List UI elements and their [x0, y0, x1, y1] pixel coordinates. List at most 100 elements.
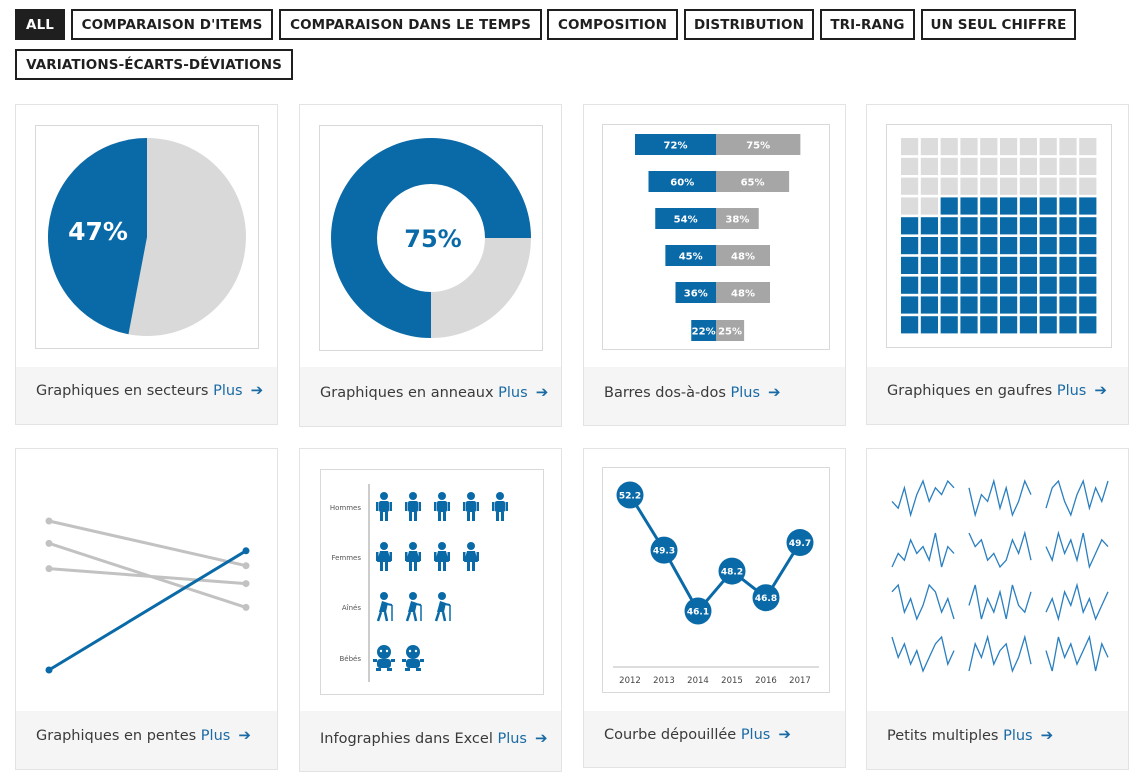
arrow-right-icon[interactable]: ➔: [250, 381, 264, 399]
waffle-cell: [1039, 316, 1057, 334]
card-barres-dos-a-dos[interactable]: 72% 60% 54% 45% 36% 22% 75% 65% 38% 48% 48% 25% Bar…: [583, 104, 846, 426]
arrow-right-icon[interactable]: ➔: [1040, 726, 1054, 744]
card-thumbnail: 75%: [300, 105, 561, 367]
icon-body: [435, 551, 449, 562]
slope-point: [242, 580, 250, 588]
icon-arm: [402, 659, 406, 662]
sparkline: [1045, 478, 1109, 517]
card-more-link[interactable]: Plus: [740, 727, 771, 743]
icon-leg: [380, 562, 383, 571]
slope-line: [48, 519, 247, 568]
waffle-cell: [920, 177, 938, 195]
card-more-link[interactable]: Plus: [498, 385, 528, 401]
arrow-right-icon[interactable]: ➔: [1094, 381, 1107, 399]
card-thumbnail: Hommes Femmes Aînés Bébés: [300, 449, 561, 711]
pictogram-category-label: Hommes: [330, 504, 361, 512]
waffle-cell: [1059, 276, 1077, 294]
arrow-right-icon[interactable]: ➔: [768, 383, 781, 401]
waffle-cell: [1079, 197, 1097, 215]
icon-arm: [463, 552, 466, 561]
card-more-link[interactable]: Plus: [497, 731, 527, 747]
card-infographies-excel[interactable]: Hommes Femmes Aînés Bébés Infographies dans…: [299, 448, 562, 772]
waffle-cell: [960, 276, 978, 294]
waffle-cell: [980, 276, 998, 294]
icon-head: [409, 542, 417, 550]
card-more-link[interactable]: Plus: [1003, 728, 1033, 744]
icon-leg: [414, 512, 417, 521]
elder-icon: [376, 592, 393, 622]
arrow-right-icon[interactable]: ➔: [238, 726, 251, 744]
elder-icon: [405, 592, 422, 622]
waffle-cell: [920, 237, 938, 255]
icon-arm: [389, 552, 392, 561]
card-petits-multiples[interactable]: Petits multiples Plus ➔: [866, 448, 1129, 770]
waffle-cell: [940, 157, 958, 175]
icon-leg: [443, 562, 446, 571]
icon-leg: [472, 512, 475, 521]
card-more-link[interactable]: Plus: [730, 385, 761, 401]
woman-icon: [434, 542, 450, 571]
bar-right-label: 48%: [731, 289, 755, 300]
card-more-link[interactable]: Plus: [213, 383, 243, 399]
x-tick-label: 2013: [653, 676, 675, 686]
line-point: [718, 557, 746, 585]
donut-chart: 75%: [331, 137, 531, 339]
filter-tri-rang-button[interactable]: TRI-RANG: [820, 9, 915, 40]
sparkline: [1045, 634, 1109, 672]
icon-leg: [409, 512, 412, 521]
filter-un-seul-chiffre-button[interactable]: UN SEUL CHIFFRE: [921, 9, 1076, 40]
bar-right: [716, 245, 770, 266]
waffle-cell: [960, 138, 978, 156]
bar-right: [716, 208, 759, 229]
sparkline: [891, 583, 955, 621]
icon-body: [437, 501, 447, 512]
filter-comparaison-items-button[interactable]: COMPARAISON D'ITEMS: [71, 9, 273, 40]
filter-variations-button[interactable]: VARIATIONS-ÉCARTS-DÉVIATIONS: [15, 49, 293, 80]
card-graphiques-secteurs[interactable]: 47% Graphiques en secteurs Plus ➔: [15, 104, 278, 425]
filter-comparaison-temps-button[interactable]: COMPARAISON DANS LE TEMPS: [279, 9, 542, 40]
card-graphiques-pentes[interactable]: Graphiques en pentes Plus ➔: [15, 448, 278, 770]
back-to-back-bar-chart: 72% 60% 54% 45% 36% 22% 75% 65% 38% 48% 48% 25%: [635, 134, 801, 341]
sparkline: [1045, 530, 1109, 570]
arrow-right-icon[interactable]: ➔: [535, 383, 549, 401]
filter-all-button[interactable]: ALL: [15, 9, 65, 40]
icon-head: [467, 542, 475, 550]
icon-arm: [434, 552, 437, 561]
line-data-label: 49.3: [653, 547, 675, 557]
man-icon: [492, 492, 508, 521]
waffle-cell: [920, 217, 938, 235]
icon-arm: [415, 603, 422, 606]
slope-point: [242, 547, 250, 555]
icon-arm: [447, 552, 450, 561]
icon-leg: [441, 611, 447, 622]
icon-body: [437, 601, 446, 612]
arrow-right-icon[interactable]: ➔: [778, 725, 791, 743]
waffle-chart: [901, 138, 1097, 334]
waffle-cell: [1039, 237, 1057, 255]
card-more-link[interactable]: Plus: [1056, 383, 1087, 399]
filter-distribution-button[interactable]: DISTRIBUTION: [684, 9, 814, 40]
waffle-cell: [1000, 138, 1018, 156]
card-thumbnail: [867, 105, 1128, 367]
icon-arm: [418, 502, 421, 511]
waffle-cell: [1000, 197, 1018, 215]
man-icon: [405, 492, 421, 521]
filter-composition-button[interactable]: COMPOSITION: [547, 9, 678, 40]
card-graphiques-gaufres[interactable]: Graphiques en gaufres Plus ➔: [866, 104, 1129, 425]
icon-arm: [376, 502, 379, 511]
bar-left: [675, 282, 716, 303]
icon-leg: [376, 668, 381, 671]
icon-head: [438, 542, 446, 550]
waffle-cell: [960, 177, 978, 195]
card-caption: Infographies dans Excel Plus ➔: [320, 729, 548, 747]
waffle-cell: [901, 177, 919, 195]
waffle-cell: [920, 197, 938, 215]
card-graphiques-anneaux[interactable]: 75% Graphiques en anneaux Plus ➔: [299, 104, 562, 427]
icon-leg: [467, 512, 470, 521]
bar-left-label: 22%: [692, 327, 716, 338]
card-more-link[interactable]: Plus: [200, 728, 231, 744]
arrow-right-icon[interactable]: ➔: [535, 729, 548, 747]
card-courbe-depouillee[interactable]: 52.2 49.3 46.1 48.2 46.8 49.7 2012 2013 2014 2015…: [583, 448, 846, 768]
bar-right: [716, 320, 745, 341]
icon-body: [464, 551, 478, 562]
